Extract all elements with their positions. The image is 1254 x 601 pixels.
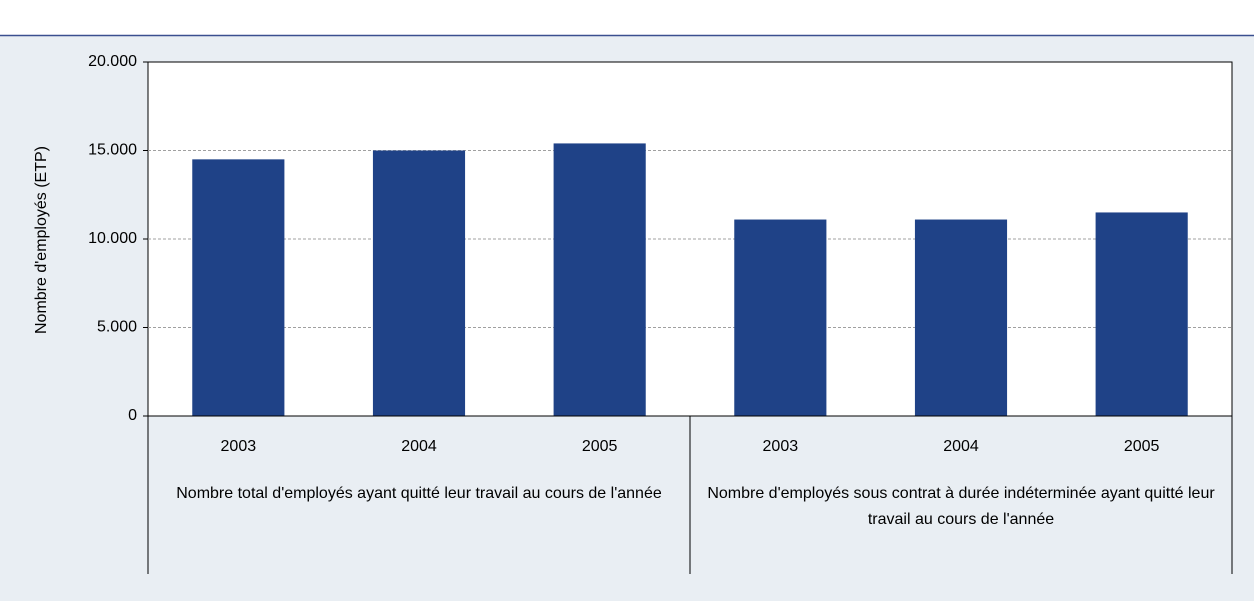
bar xyxy=(192,159,285,416)
x-tick-label: 2003 xyxy=(763,438,799,455)
bar xyxy=(372,150,466,416)
x-tick-label: 2005 xyxy=(582,438,618,455)
group-label: Nombre d'employés sous contrat à durée i… xyxy=(707,485,1215,528)
bar xyxy=(914,219,1008,416)
x-tick-label: 2003 xyxy=(221,438,257,455)
bar xyxy=(553,143,646,417)
y-tick-label: 15.000 xyxy=(88,142,137,159)
y-axis-label: Nombre d'employés (ETP) xyxy=(33,146,50,334)
y-tick-label: 20.000 xyxy=(88,53,137,70)
y-tick-label: 10.000 xyxy=(88,230,137,247)
x-tick-label: 2004 xyxy=(401,438,437,455)
y-tick-label: 0 xyxy=(128,407,137,424)
x-tick-label: 2004 xyxy=(943,438,979,455)
x-tick-label: 2005 xyxy=(1124,438,1160,455)
y-tick-label: 5.000 xyxy=(97,319,137,336)
group-label: Nombre total d'employés ayant quitté leu… xyxy=(176,485,662,502)
bar xyxy=(1095,212,1188,416)
bar xyxy=(734,219,827,416)
